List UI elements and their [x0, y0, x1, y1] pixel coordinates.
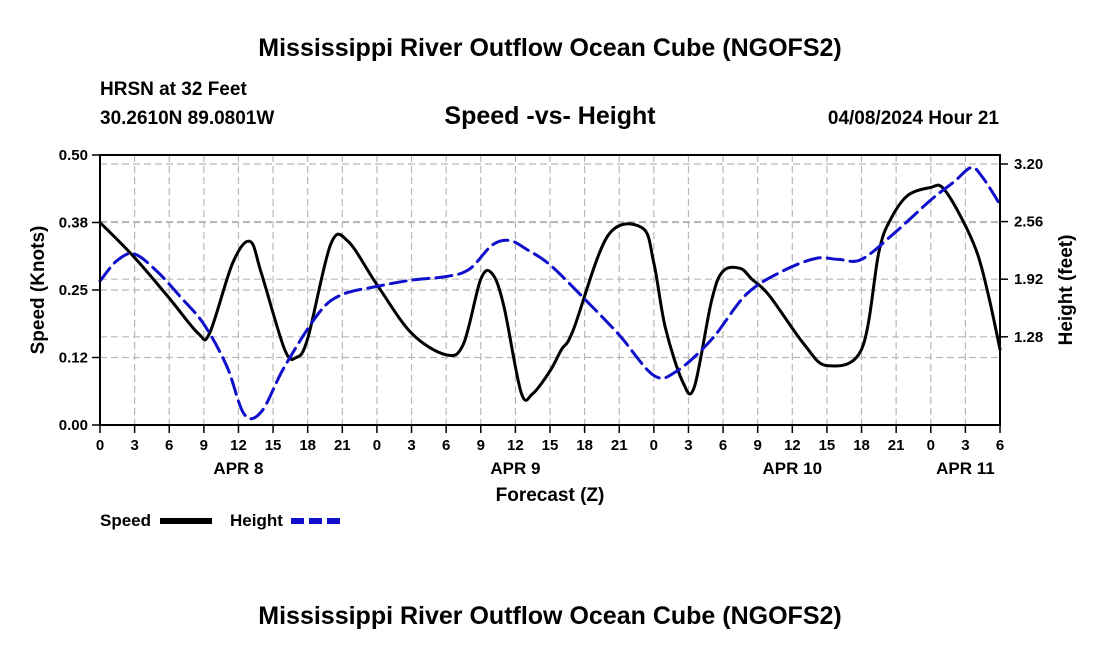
x-tick-label: 21: [611, 437, 628, 454]
x-tick-label: 18: [576, 437, 593, 454]
series-lines: [98, 166, 1002, 421]
chart-subtitle: Speed -vs- Height: [444, 102, 656, 130]
x-tick-label: 9: [200, 437, 208, 454]
x-tick-label: 3: [961, 437, 969, 454]
day-label: APR 11: [936, 459, 995, 478]
day-label: APR 8: [213, 459, 263, 478]
x-tick-label: 15: [542, 437, 559, 454]
x-tick-label: 18: [299, 437, 316, 454]
x-tick-label: 12: [784, 437, 801, 454]
x-tick-label: 6: [442, 437, 450, 454]
x-axis-title: Forecast (Z): [496, 485, 605, 506]
x-tick-label: 3: [130, 437, 138, 454]
day-label: APR 9: [490, 459, 540, 478]
x-tick-label: 0: [373, 437, 381, 454]
y-tick-label: 0.25: [59, 282, 88, 299]
legend: Speed Height: [100, 511, 343, 530]
x-tick-label: 0: [96, 437, 104, 454]
station-label: HRSN at 32 Feet: [100, 79, 247, 100]
y2-tick-label: 1.92: [1014, 271, 1043, 288]
y2-tick-label: 3.20: [1014, 156, 1043, 173]
x-tick-label: 9: [477, 437, 485, 454]
x-tick-label: 21: [334, 437, 351, 454]
y-tick-label: 0.12: [59, 350, 88, 367]
day-label: APR 10: [763, 459, 823, 478]
y2-tick-label: 1.28: [1014, 329, 1043, 346]
y-axis-title: Speed (Knots): [28, 226, 49, 355]
x-tick-label: 0: [650, 437, 658, 454]
axes: 0 3 6 9 12 15 18 21 0 3 6 9 12 15 18 21 0 3 6 9 12 15 18 21 0 3 6 0…: [59, 147, 1043, 478]
height-series-line: [98, 166, 1002, 421]
x-tick-label: 12: [230, 437, 247, 454]
main-title: Mississippi River Outflow Ocean Cube (NG…: [258, 34, 841, 62]
y-tick-label: 0.38: [59, 215, 88, 232]
x-tick-label: 3: [407, 437, 415, 454]
x-tick-label: 0: [927, 437, 935, 454]
coordinates-label: 30.2610N 89.0801W: [100, 108, 274, 129]
y-tick-label: 0.50: [59, 147, 88, 164]
x-tick-label: 18: [853, 437, 870, 454]
x-tick-label: 15: [819, 437, 836, 454]
x-tick-label: 6: [719, 437, 727, 454]
x-tick-label: 6: [165, 437, 173, 454]
y-tick-label: 0.00: [59, 417, 88, 434]
legend-height-label: Height: [230, 511, 283, 530]
x-tick-label: 6: [996, 437, 1004, 454]
x-tick-label: 3: [684, 437, 692, 454]
x-tick-label: 9: [754, 437, 762, 454]
x-tick-label: 12: [507, 437, 524, 454]
forecast-date: 04/08/2024 Hour 21: [828, 108, 1000, 129]
y2-tick-label: 2.56: [1014, 214, 1043, 231]
grid-lines: [100, 155, 1000, 425]
legend-speed-label: Speed: [100, 511, 151, 530]
speed-series-line: [98, 183, 1002, 402]
footer-title: Mississippi River Outflow Ocean Cube (NG…: [258, 602, 841, 630]
x-tick-label: 21: [888, 437, 905, 454]
x-tick-label: 15: [265, 437, 282, 454]
y2-axis-title: Height (feet): [1056, 235, 1077, 346]
